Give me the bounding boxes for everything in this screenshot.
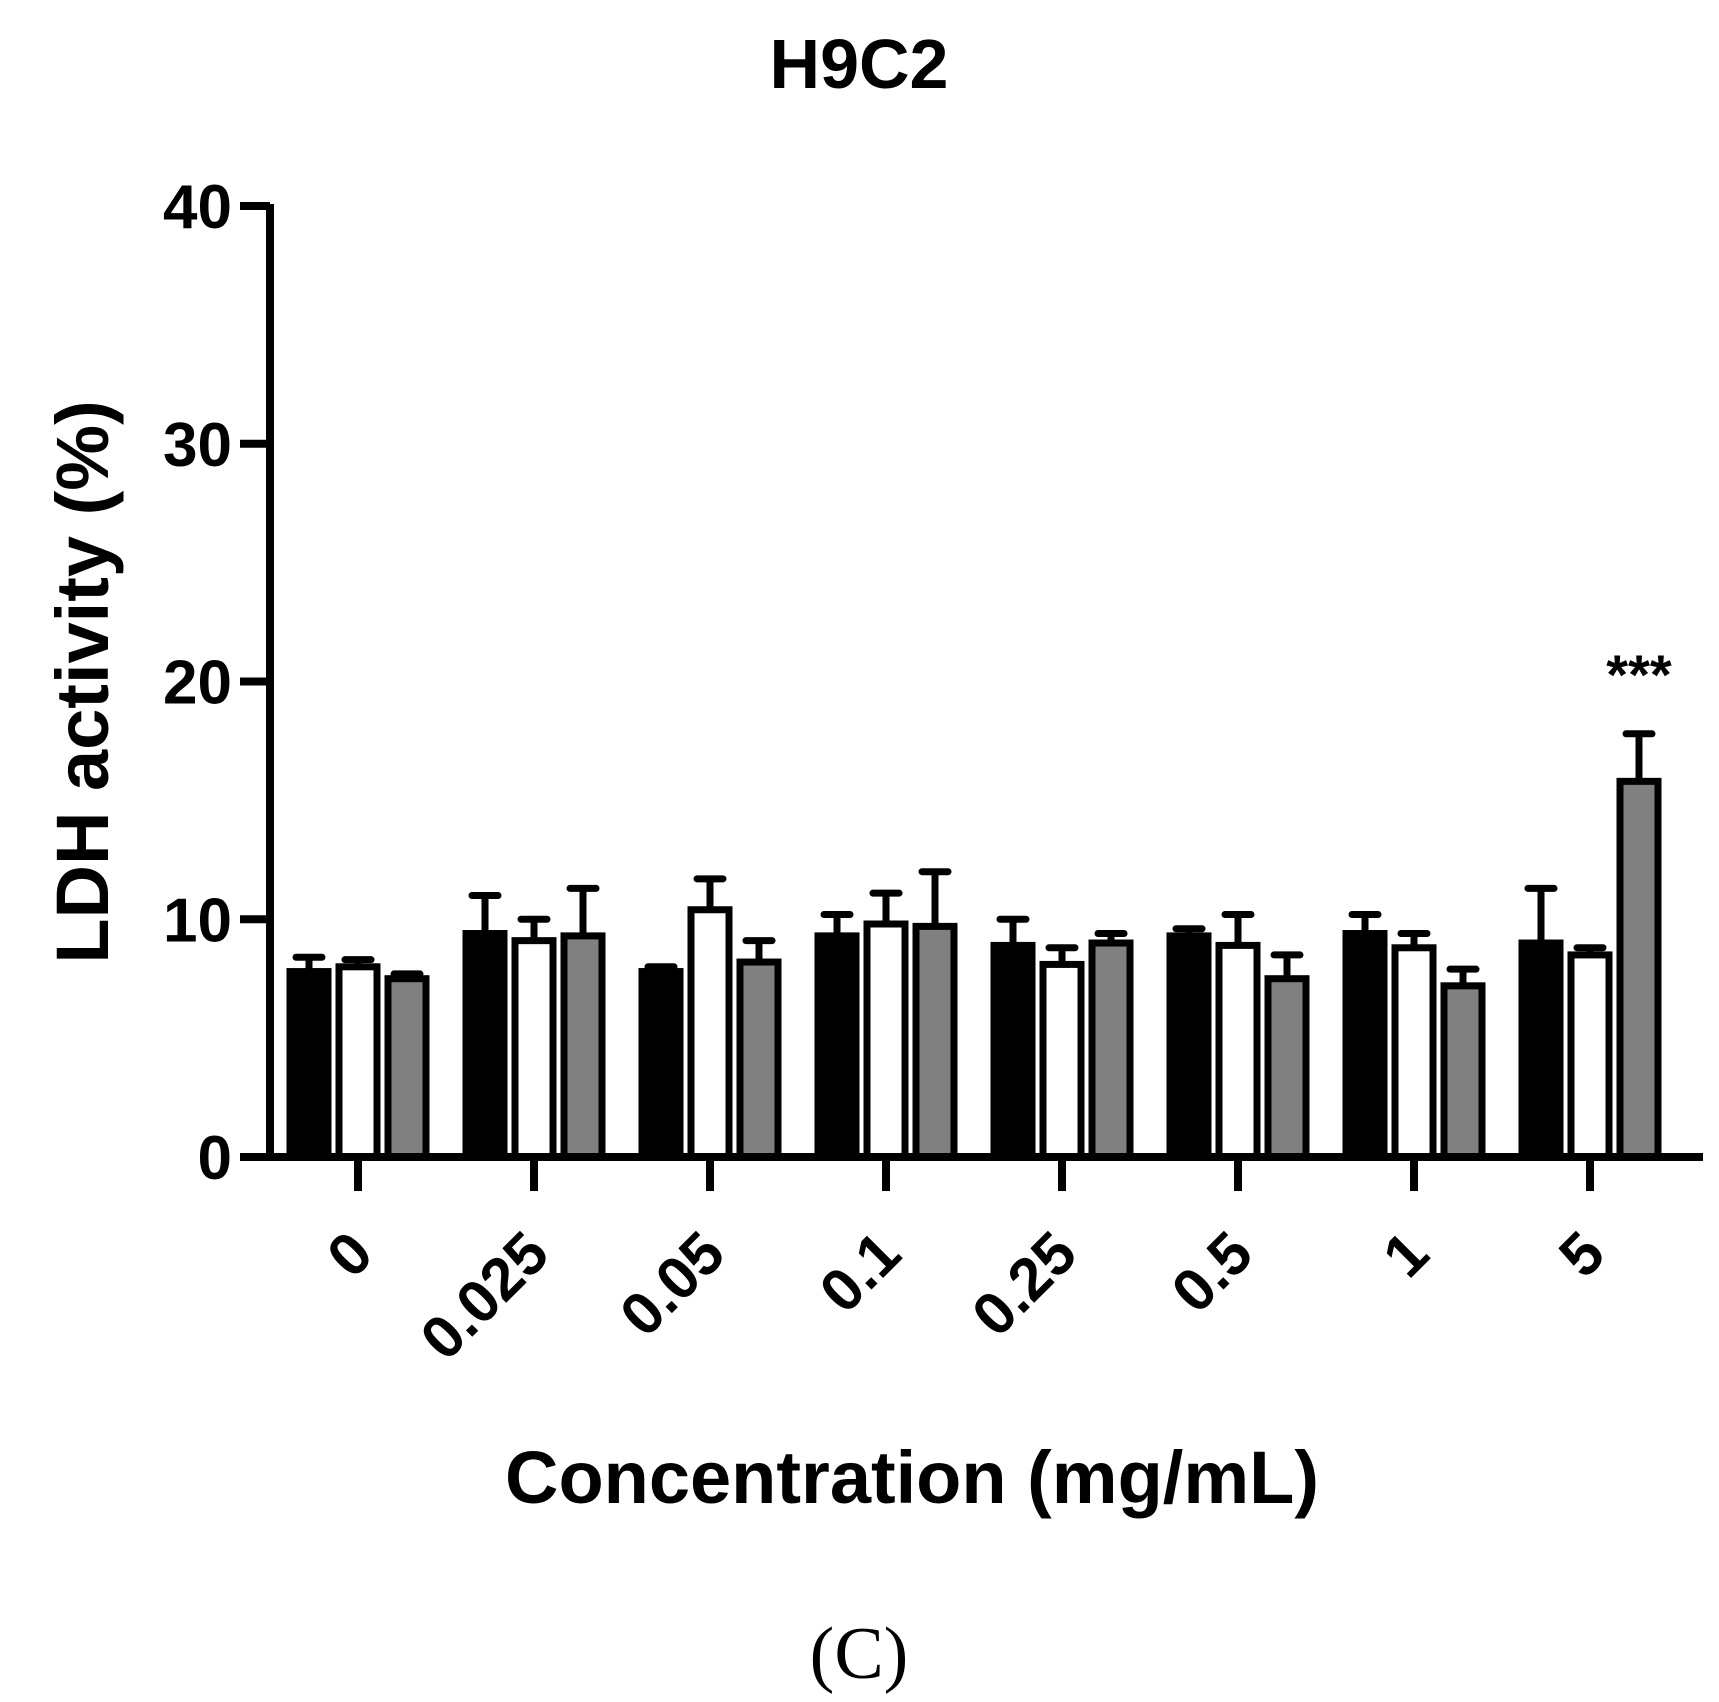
bar <box>1342 930 1388 1161</box>
bar <box>335 963 381 1161</box>
bar <box>1088 939 1134 1161</box>
bar <box>912 922 958 1161</box>
bar <box>1215 941 1261 1161</box>
bar <box>1391 944 1437 1161</box>
bar <box>1039 960 1085 1161</box>
y-ticks: 0 10 20 30 40 <box>163 173 270 1193</box>
bar <box>286 968 332 1161</box>
x-tick-label: 0.25 <box>959 1219 1089 1349</box>
x-tick-label: 0.1 <box>807 1219 913 1325</box>
x-tick-label: 0.05 <box>607 1219 737 1349</box>
y-tick-label: 10 <box>163 886 232 955</box>
bar <box>1166 932 1212 1161</box>
x-tick-label: 0 <box>314 1219 385 1290</box>
y-tick-label: 30 <box>163 411 232 480</box>
bar <box>1440 982 1486 1161</box>
x-ticks: 0 0.025 0.05 0.1 0.25 0.5 1 5 <box>314 1157 1617 1372</box>
x-tick-label: 0.5 <box>1159 1219 1265 1325</box>
bar <box>1518 939 1564 1161</box>
annotations: *** <box>1606 643 1672 706</box>
y-tick-label: 0 <box>198 1124 232 1193</box>
bar <box>462 930 508 1161</box>
x-axis-label: Concentration (mg/mL) <box>505 1436 1319 1519</box>
x-tick-label: 1 <box>1370 1219 1441 1290</box>
y-tick-label: 40 <box>163 173 232 242</box>
x-tick-label: 0.025 <box>408 1219 562 1373</box>
bar <box>1616 777 1662 1161</box>
bar <box>863 920 909 1161</box>
bar <box>560 932 606 1161</box>
chart-title: H9C2 <box>770 25 949 103</box>
y-tick-label: 20 <box>163 649 232 718</box>
bar <box>687 906 733 1161</box>
y-axis-label: LDH activity (%) <box>41 400 124 963</box>
bar <box>384 975 430 1161</box>
panel-label: (C) <box>810 1613 909 1695</box>
bar <box>1567 951 1613 1161</box>
bar <box>638 968 684 1161</box>
bar <box>990 941 1036 1161</box>
bar <box>511 937 557 1161</box>
significance-label: *** <box>1606 643 1672 706</box>
x-tick-label: 5 <box>1546 1219 1617 1290</box>
bar <box>814 932 860 1161</box>
bar <box>736 958 782 1161</box>
bar <box>1264 975 1310 1161</box>
error-bars <box>292 730 1656 986</box>
